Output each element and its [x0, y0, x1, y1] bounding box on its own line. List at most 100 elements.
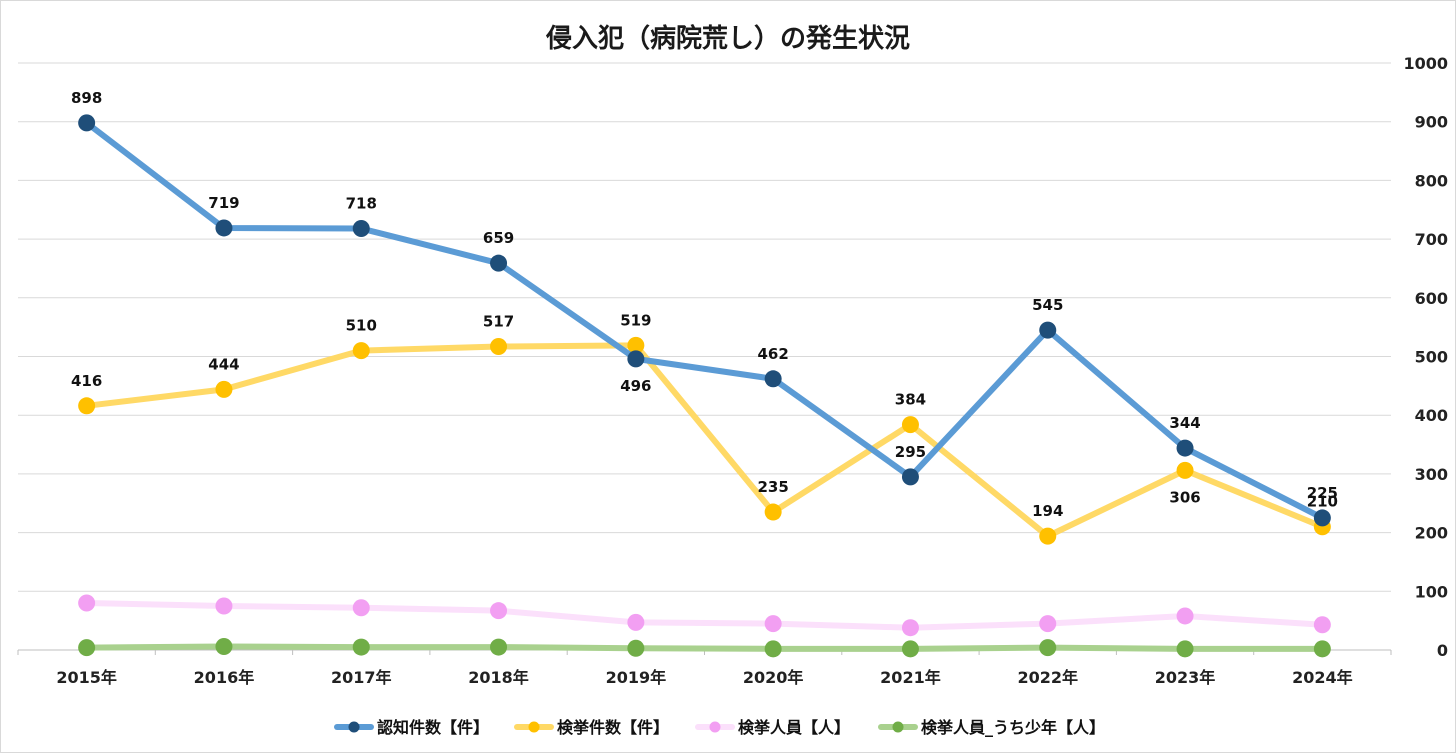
- legend-marker: [892, 721, 904, 733]
- data-label: 210: [1307, 493, 1338, 511]
- data-point-1: [764, 503, 782, 521]
- x-tick-label: 2015年: [56, 668, 117, 687]
- y-tick-label: 1000: [1403, 54, 1448, 73]
- data-label: 719: [208, 194, 239, 212]
- legend-item: 検挙件数【件】: [514, 718, 669, 737]
- data-label: 416: [71, 372, 102, 390]
- data-point-2: [764, 615, 782, 633]
- data-point-3: [1039, 639, 1057, 657]
- data-label: 659: [483, 229, 514, 247]
- data-point-0: [1039, 321, 1057, 339]
- x-tick-label: 2024年: [1292, 668, 1353, 687]
- data-point-3: [1176, 640, 1194, 658]
- data-point-2: [1176, 607, 1194, 625]
- series-line-1: [83, 342, 1326, 540]
- data-label: 295: [895, 443, 926, 461]
- data-point-1: [352, 342, 370, 360]
- x-tick-label: 2023年: [1155, 668, 1216, 687]
- legend-marker: [709, 721, 721, 733]
- data-point-3: [352, 638, 370, 656]
- legend-marker: [348, 721, 360, 733]
- y-tick-label: 300: [1415, 465, 1448, 484]
- x-tick-label: 2018年: [468, 668, 529, 687]
- y-tick-label: 500: [1415, 348, 1448, 367]
- series-line-0: [83, 119, 1326, 521]
- y-tick-label: 800: [1415, 171, 1448, 190]
- y-axis: 0 100 200 300 400 500 600 700 800 900 1000: [1403, 54, 1448, 660]
- data-point-0: [490, 254, 508, 272]
- data-label: 194: [1032, 502, 1063, 520]
- data-label: 718: [346, 195, 377, 213]
- data-point-0: [627, 350, 645, 368]
- y-tick-label: 600: [1415, 289, 1448, 308]
- data-label: 235: [757, 478, 788, 496]
- gridlines: [18, 62, 1391, 651]
- data-point-3: [215, 637, 233, 655]
- legend-label: 認知件数【件】: [377, 718, 489, 737]
- data-point-0: [764, 370, 782, 388]
- legend-label: 検挙件数【件】: [557, 718, 669, 737]
- legend: 認知件数【件】 検挙件数【件】 検挙人員【人】 検挙人員_うち少年【人】: [334, 718, 1105, 737]
- data-point-0: [78, 114, 96, 132]
- series-line-3: [83, 643, 1326, 652]
- x-tick-label: 2022年: [1017, 668, 1078, 687]
- y-tick-label: 100: [1415, 582, 1448, 601]
- data-label: 496: [620, 377, 651, 395]
- data-point-0: [1176, 439, 1194, 457]
- data-point-1: [78, 397, 96, 415]
- y-tick-label: 200: [1415, 524, 1448, 543]
- y-tick-label: 0: [1437, 641, 1448, 660]
- data-point-1: [627, 336, 645, 354]
- x-tick-label: 2016年: [194, 668, 255, 687]
- data-label: 519: [620, 311, 651, 329]
- data-point-1: [215, 380, 233, 398]
- data-point-1: [490, 338, 508, 356]
- y-tick-label: 700: [1415, 230, 1448, 249]
- data-point-2: [1039, 615, 1057, 633]
- legend-marker: [528, 721, 540, 733]
- data-point-1: [1176, 461, 1194, 479]
- data-label: 444: [208, 355, 239, 373]
- x-axis: 2015年 2016年 2017年 2018年 2019年 2020年 2021年 2022年…: [17, 650, 1392, 687]
- data-label: 384: [895, 391, 926, 409]
- data-label: 344: [1169, 414, 1200, 432]
- data-point-0: [215, 219, 233, 237]
- legend-item: 認知件数【件】: [334, 718, 489, 737]
- data-label: 225: [1307, 484, 1338, 502]
- x-tick-label: 2021年: [880, 668, 941, 687]
- data-point-3: [1313, 640, 1331, 658]
- series-line-2: [83, 600, 1326, 631]
- data-label: 898: [71, 89, 102, 107]
- data-point-3: [901, 640, 919, 658]
- data-label: 545: [1032, 296, 1063, 314]
- data-point-2: [490, 602, 508, 620]
- y-tick-label: 900: [1415, 113, 1448, 132]
- legend-label: 検挙人員【人】: [738, 718, 850, 737]
- legend-item: 検挙人員_うち少年【人】: [878, 718, 1105, 737]
- data-labels: 898 719 718 659 496 462 295 545 344 225 416 444 510 5…: [71, 89, 1338, 520]
- data-point-3: [490, 638, 508, 656]
- data-label: 517: [483, 313, 514, 331]
- data-point-1: [901, 416, 919, 434]
- data-point-2: [627, 613, 645, 631]
- x-tick-label: 2019年: [606, 668, 667, 687]
- data-point-3: [764, 640, 782, 658]
- data-point-0: [352, 220, 370, 238]
- legend-label: 検挙人員_うち少年【人】: [921, 718, 1105, 737]
- data-label: 510: [346, 317, 377, 335]
- chart-title: 侵入犯（病院荒し）の発生状況: [545, 23, 910, 54]
- data-label: 462: [757, 345, 788, 363]
- legend-item: 検挙人員【人】: [695, 718, 850, 737]
- data-point-2: [1313, 616, 1331, 634]
- data-point-1: [1039, 527, 1057, 545]
- data-label: 306: [1169, 488, 1200, 506]
- data-point-2: [78, 594, 96, 612]
- data-point-3: [627, 639, 645, 657]
- data-point-2: [901, 619, 919, 637]
- data-point-0: [901, 468, 919, 486]
- x-tick-label: 2017年: [331, 668, 392, 687]
- data-point-0: [1313, 509, 1331, 527]
- data-point-3: [78, 639, 96, 657]
